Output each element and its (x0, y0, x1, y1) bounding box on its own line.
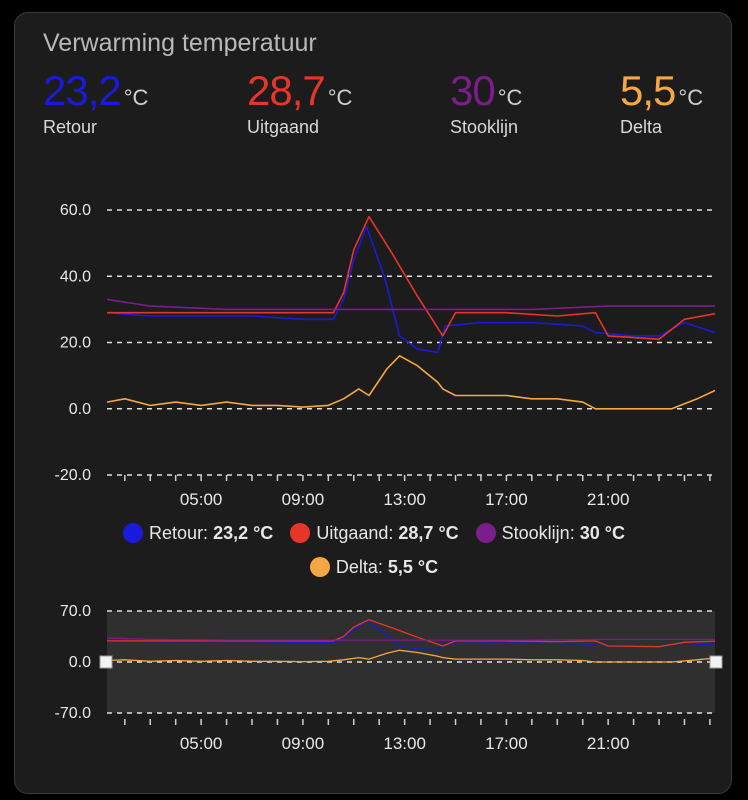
legend-item-delta[interactable]: Delta: 5,5 °C (309, 557, 439, 578)
stat-delta-value: 5,5 (620, 67, 676, 114)
stat-stooklijn[interactable]: 30 °C Stooklijn (450, 67, 522, 138)
stat-retour-value: 23,2 (43, 67, 122, 114)
x-tick-label: 17:00 (485, 490, 528, 509)
x-tick-label: 13:00 (383, 734, 426, 753)
chart-legend-row2: Delta: 5,5 °C (15, 557, 733, 578)
series-line-uitgaand (107, 215, 716, 340)
series-line-delta (106, 649, 716, 663)
legend-dot-uitgaand (290, 523, 311, 543)
x-tick-label: 09:00 (282, 734, 325, 753)
legend-dot-delta (309, 557, 330, 577)
legend-value-stooklijn: 30 °C (579, 523, 625, 543)
x-tick-label: 13:00 (383, 490, 426, 509)
series-line-retour (106, 225, 716, 354)
stat-uitgaand-unit: °C (327, 85, 353, 110)
navigator-handle-right (709, 655, 723, 669)
stat-delta[interactable]: 5,5 °C Delta (620, 67, 703, 138)
y-tick-label: 40.0 (60, 268, 91, 285)
legend-name-delta: Delta: (335, 557, 383, 577)
y-tick-label: 20.0 (60, 335, 91, 352)
series-line-uitgaand (107, 619, 716, 648)
navigator-handle-left (99, 655, 113, 669)
chart-legend: Retour: 23,2 °C Uitgaand: 28,7 °C Stookl… (15, 523, 733, 544)
main-chart[interactable]: 60.0 40.0 20.0 0.0 -20.0 05:00 09:00 13:00 17:00… (15, 183, 733, 513)
stat-retour-unit: °C (123, 85, 149, 110)
stat-uitgaand-value: 28,7 (247, 67, 326, 114)
stat-delta-unit: °C (678, 85, 704, 110)
stat-stooklijn-label: Stooklijn (450, 117, 519, 137)
x-tick-label: 05:00 (180, 734, 223, 753)
legend-value-delta: 5,5 °C (387, 557, 439, 577)
legend-item-stooklijn[interactable]: Stooklijn: 30 °C (475, 523, 625, 544)
legend-dot-retour (123, 523, 144, 543)
stat-retour-label: Retour (43, 117, 98, 137)
x-tick-label: 17:00 (485, 734, 528, 753)
y-tick-label: -20.0 (55, 467, 92, 484)
stat-uitgaand[interactable]: 28,7 °C Uitgaand (247, 67, 352, 138)
x-tick-label: 21:00 (587, 734, 630, 753)
x-tick-label: 09:00 (282, 490, 325, 509)
y-tick-label: 60.0 (60, 202, 91, 219)
card-title: Verwarming temperatuur (43, 29, 317, 57)
legend-item-uitgaand[interactable]: Uitgaand: 28,7 °C (290, 523, 459, 544)
legend-dot-stooklijn (475, 523, 496, 543)
stat-delta-label: Delta (620, 117, 663, 137)
y-tick-label: -70.0 (55, 705, 92, 722)
legend-name-stooklijn: Stooklijn: (501, 523, 575, 543)
series-line-stooklijn (106, 637, 715, 641)
legend-item-retour[interactable]: Retour: 23,2 °C (123, 523, 273, 544)
series-line-stooklijn (106, 298, 715, 311)
x-tick-label: 05:00 (180, 490, 223, 509)
y-tick-label: 70.0 (60, 603, 91, 620)
legend-name-uitgaand: Uitgaand: (316, 523, 394, 543)
navigator-chart[interactable]: 70.0 0.0 -70.0 05:00 09:00 13:00 17:00 21:00 (15, 593, 733, 778)
series-line-delta (106, 355, 716, 410)
stat-stooklijn-value: 30 (450, 67, 496, 114)
stat-stooklijn-unit: °C (497, 85, 523, 110)
legend-name-retour: Retour: (149, 523, 209, 543)
legend-value-retour: 23,2 °C (213, 523, 274, 543)
y-tick-label: 0.0 (69, 654, 91, 671)
y-tick-label: 0.0 (69, 401, 91, 418)
stat-uitgaand-label: Uitgaand (247, 117, 320, 137)
history-card: Verwarming temperatuur 23,2 °C Retour 28,… (14, 12, 732, 794)
legend-value-uitgaand: 28,7 °C (398, 523, 459, 543)
stat-retour[interactable]: 23,2 °C Retour (43, 67, 148, 138)
x-tick-label: 21:00 (587, 490, 630, 509)
